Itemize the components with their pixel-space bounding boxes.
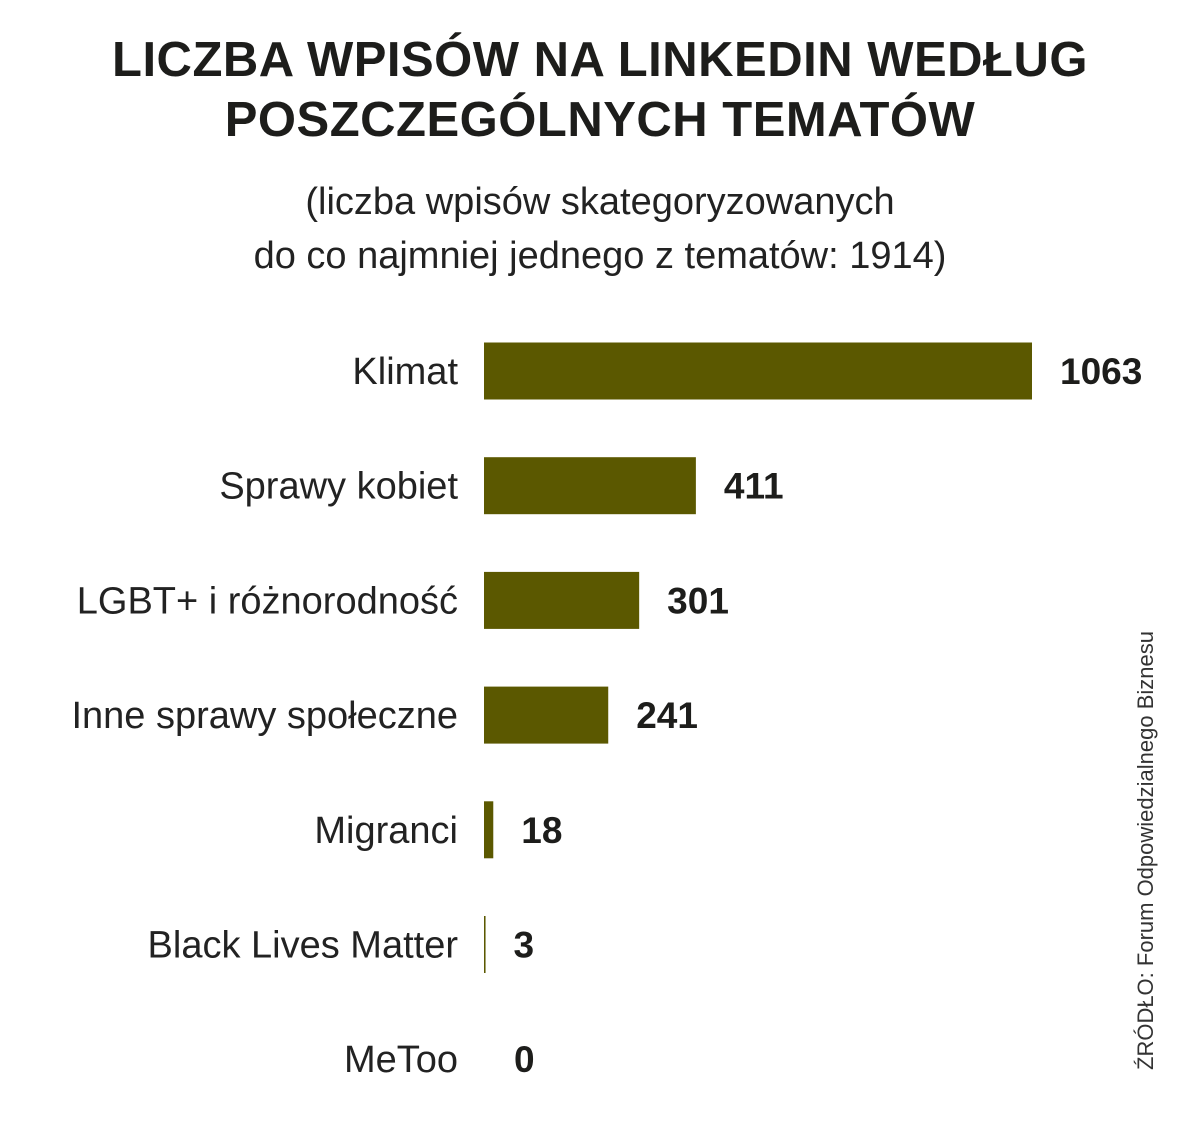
value-label: 0 <box>514 1039 535 1080</box>
chart-title-line: POSZCZEGÓLNYCH TEMATÓW <box>224 93 976 147</box>
source-note: ŹRÓDŁO: Forum Odpowiedzialnego Biznesu <box>1133 631 1158 1070</box>
value-label: 18 <box>521 810 562 851</box>
bar <box>484 342 1032 400</box>
value-label: 3 <box>514 925 535 966</box>
bar <box>484 801 494 859</box>
chart-title: LICZBA WPISÓW NA LINKEDIN WEDŁUG POSZCZE… <box>0 30 1200 150</box>
value-label: 301 <box>667 580 729 621</box>
category-label: Black Lives Matter <box>148 925 459 967</box>
chart-subtitle-line: do co najmniej jednego z tematów: 1914) <box>253 235 947 277</box>
category-label: Inne sprawy społeczne <box>71 695 458 737</box>
bar <box>484 916 486 973</box>
chart-title-line: LICZBA WPISÓW NA LINKEDIN WEDŁUG <box>112 33 1088 87</box>
category-label: Klimat <box>352 351 458 393</box>
bar <box>484 686 609 744</box>
chart-subtitle-line: (liczba wpisów skategoryzowanych <box>305 181 895 223</box>
chart-subtitle: (liczba wpisów skategoryzowanych do co n… <box>0 175 1200 283</box>
value-label: 241 <box>636 695 698 736</box>
category-label: MeToo <box>344 1039 458 1081</box>
category-label: LGBT+ i różnorodność <box>77 580 458 622</box>
category-label: Migranci <box>314 810 458 852</box>
value-label: 411 <box>724 466 784 507</box>
bar <box>484 571 640 629</box>
bar <box>484 457 696 515</box>
value-label: 1063 <box>1060 351 1142 392</box>
category-label: Sprawy kobiet <box>219 466 458 508</box>
